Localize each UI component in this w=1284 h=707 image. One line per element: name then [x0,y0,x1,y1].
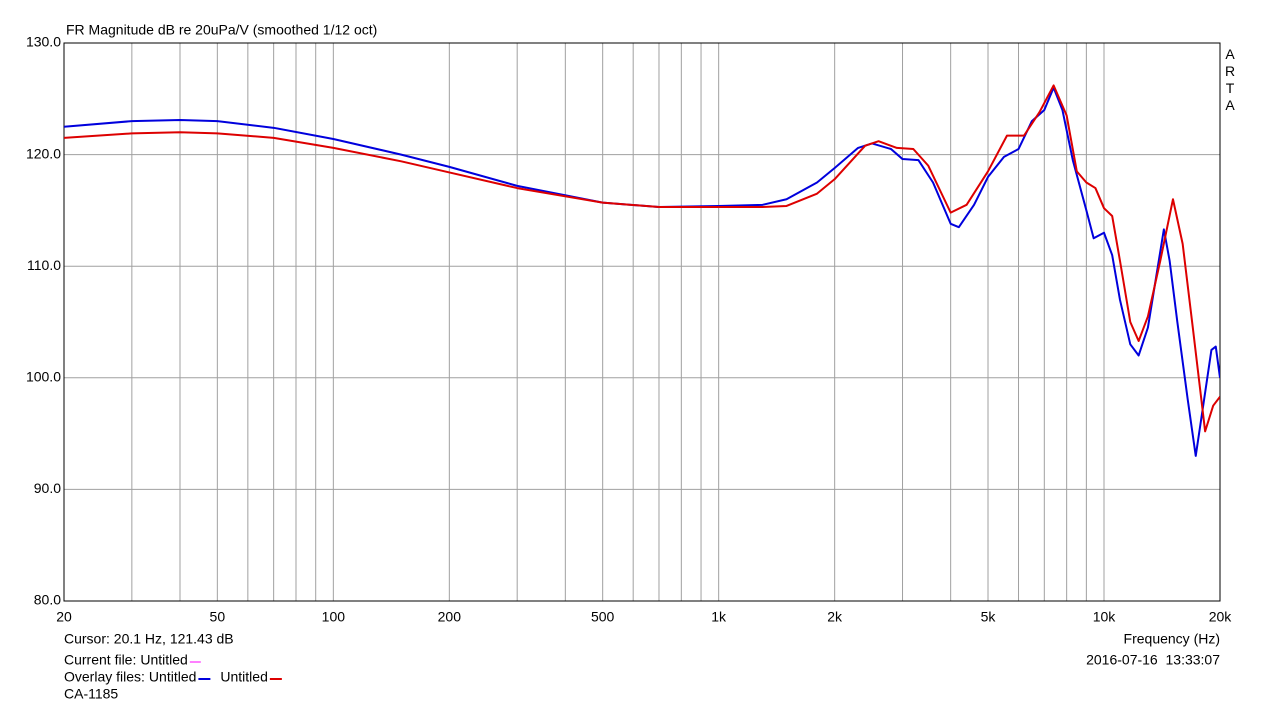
x-tick-label: 50 [210,609,226,625]
cursor-readout: Cursor: 20.1 Hz, 121.43 dB [64,631,234,647]
x-tick-label: 100 [322,609,346,625]
series-line [64,84,1220,433]
x-tick-label: 200 [438,609,462,625]
x-tick-label: 5k [981,609,997,625]
y-tick-label: 90.0 [34,480,61,496]
y-tick-label: 120.0 [26,145,61,161]
chart-title: FR Magnitude dB re 20uPa/V (smoothed 1/1… [66,22,377,38]
y-tick-label: 110.0 [27,257,61,273]
legend-label: Overlay files: [64,669,145,685]
device: CA-1185 [64,686,118,702]
x-tick-label: 20 [56,609,72,625]
y-tick-label: 80.0 [34,592,61,608]
side-label: ARTA [1222,46,1238,114]
legend-entry: Untitled [220,669,267,685]
y-tick-label: 100.0 [26,369,61,385]
x-tick-label: 1k [711,609,727,625]
plot-frame [63,42,1221,602]
legend-entry: Untitled [149,669,196,685]
timestamp: 2016-07-16 13:33:07 [1086,652,1220,668]
series-line [64,86,1220,457]
legend-entry: Untitled [140,652,187,668]
y-tick-label: 130.0 [26,34,61,50]
x-tick-label: 10k [1093,609,1117,625]
x-axis-label: Frequency (Hz) [1124,631,1220,647]
x-tick-label: 500 [591,609,615,625]
x-tick-label: 2k [827,609,843,625]
x-tick-label: 20k [1209,609,1233,625]
legend-label: Current file: [64,652,136,668]
